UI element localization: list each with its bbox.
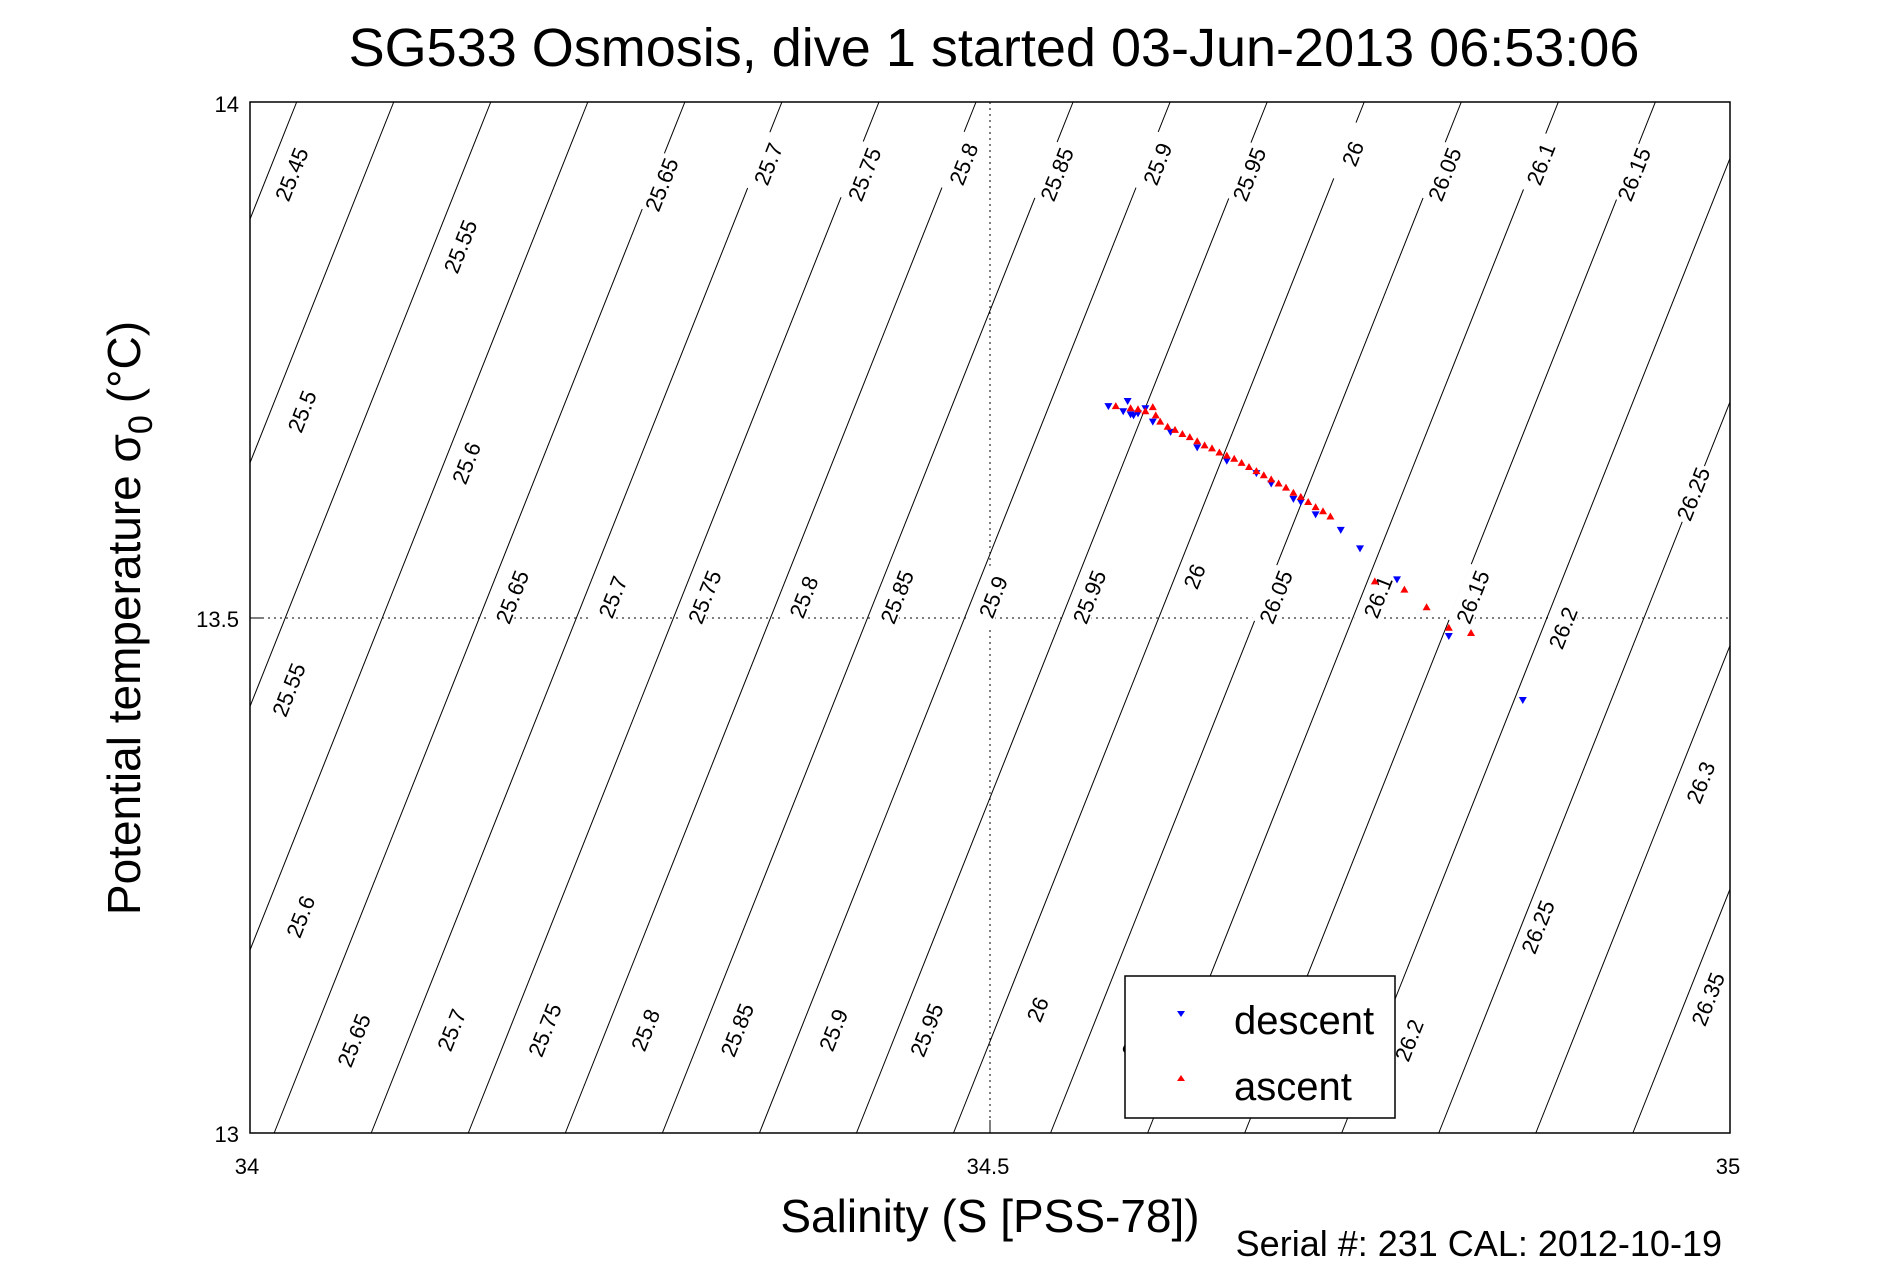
ascent-point [1178, 429, 1187, 437]
legend-label-ascent: ascent [1234, 1065, 1352, 1109]
contour-label-group: 26 [1170, 543, 1215, 608]
chart-title: SG533 Osmosis, dive 1 started 03-Jun-201… [349, 18, 1640, 78]
ascent-point [1245, 462, 1253, 470]
descent-point [1393, 576, 1401, 584]
descent-point [1129, 412, 1138, 420]
y-tick-label: 13.5 [196, 607, 239, 632]
contour-line-26 [953, 101, 1365, 1134]
descent-point [1222, 457, 1231, 465]
ascent-point [1208, 444, 1216, 452]
contour-line-26.35 [1632, 888, 1731, 1134]
ascent-point [1370, 577, 1379, 585]
ascent-point [1252, 467, 1261, 475]
ascent-point [1185, 433, 1194, 441]
descent-point [1123, 397, 1132, 405]
ascent-point [1163, 422, 1172, 430]
descent-point [1296, 499, 1305, 507]
descent-point [1193, 444, 1202, 452]
ascent-point [1134, 405, 1142, 413]
y-axis-label-subscript: 0 [122, 415, 160, 434]
ascent-point [1156, 417, 1165, 425]
x-axis: 34 34.5 35 [235, 1120, 1740, 1179]
contour-line-25.6 [249, 101, 589, 951]
ascent-point [1148, 403, 1157, 411]
x-tick-label: 35 [1716, 1154, 1740, 1179]
y-tick-label: 13 [215, 1122, 239, 1147]
descent-point [1518, 696, 1527, 704]
descent-point [1444, 633, 1453, 641]
ascent-point [1200, 441, 1209, 449]
ascent-point [1274, 479, 1283, 487]
descent-point [1289, 495, 1298, 503]
contour-line-26.3 [1535, 645, 1731, 1134]
contour-line-26.2 [1341, 158, 1731, 1134]
y-axis-label: Potential temperature σ0 (°C) [98, 321, 160, 915]
descent-point [1356, 545, 1364, 553]
ascent-series [1111, 402, 1475, 636]
ascent-point [1171, 425, 1179, 433]
contour-line-25.95 [855, 101, 1268, 1134]
contour-line-25.85 [661, 101, 1074, 1134]
descent-point [1336, 526, 1345, 534]
contour-line-26.1 [1147, 101, 1559, 1134]
ascent-point [1141, 407, 1150, 415]
descent-point [1311, 511, 1320, 519]
ascent-point [1151, 411, 1160, 419]
descent-point [1119, 408, 1128, 416]
x-tick-label: 34.5 [967, 1154, 1010, 1179]
ascent-point [1222, 451, 1231, 459]
y-axis: 14 13.5 13 [196, 92, 263, 1147]
contour-line-25.9 [758, 101, 1171, 1134]
y-axis-label-main: Potential temperature σ [98, 434, 150, 915]
ascent-point [1215, 448, 1224, 456]
descent-series [1104, 397, 1527, 704]
ascent-point [1311, 503, 1320, 511]
contour-line-25.65 [273, 101, 686, 1134]
ascent-point [1282, 483, 1290, 491]
legend: descent ascent [1124, 975, 1396, 1119]
ascent-point [1326, 512, 1335, 520]
ascent-point [1237, 458, 1246, 466]
ascent-point [1230, 454, 1239, 462]
y-axis-label-unit: (°C) [98, 321, 150, 403]
ascent-point [1193, 437, 1202, 445]
ascent-point [1444, 623, 1453, 631]
descent-point [1104, 403, 1113, 411]
serial-cal-footer: Serial #: 231 CAL: 2012-10-19 [1236, 1223, 1722, 1262]
contour-line-25.8 [564, 101, 977, 1134]
ascent-point [1400, 585, 1409, 593]
contour-line-25.75 [467, 101, 880, 1134]
ascent-point [1267, 475, 1276, 483]
legend-marker-ascent [1177, 1075, 1185, 1081]
descent-point [1148, 418, 1157, 426]
legend-box [1124, 975, 1396, 1119]
ascent-point [1304, 498, 1313, 506]
legend-label-descent: descent [1234, 999, 1374, 1043]
contour-line-25.7 [370, 101, 783, 1134]
contour-line-25.45 [249, 101, 298, 220]
ascent-point [1259, 471, 1268, 479]
legend-marker-descent [1177, 1011, 1185, 1017]
contour-line-25.55 [249, 101, 492, 707]
contour-line-25.5 [249, 101, 395, 463]
contour-line-26.25 [1438, 401, 1731, 1134]
contour-label-group: 26.1 [1353, 563, 1399, 629]
density-contours [249, 101, 1731, 1134]
y-tick-label: 14 [215, 92, 239, 117]
ascent-point [1422, 603, 1431, 611]
ascent-point [1111, 402, 1120, 410]
ascent-point [1289, 488, 1298, 496]
svg-text:Potential temperature σ0(°C): Potential temperature σ0 (°C) [98, 321, 160, 915]
x-axis-label: Salinity (S [PSS-78]) [780, 1190, 1199, 1242]
ascent-point [1319, 507, 1327, 515]
ascent-point [1296, 492, 1305, 500]
x-tick-label: 34 [235, 1154, 259, 1179]
ascent-point [1467, 628, 1475, 636]
ascent-point [1126, 404, 1135, 412]
